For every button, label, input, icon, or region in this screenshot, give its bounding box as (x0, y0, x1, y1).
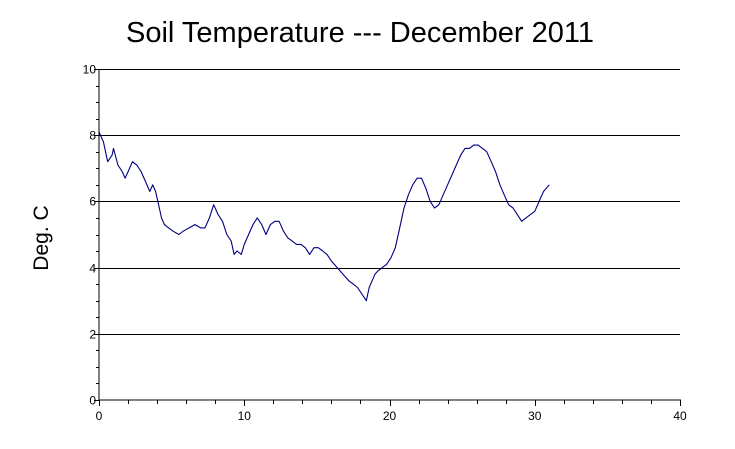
chart-title: Soil Temperature --- December 2011 (126, 17, 594, 49)
y-tick-label: 4 (89, 262, 96, 276)
gridlines (99, 69, 680, 335)
y-tick-label: 8 (89, 129, 96, 143)
y-axis-label: Deg. C (30, 205, 53, 270)
series-group (98, 131, 550, 302)
y-tick-label: 6 (89, 195, 96, 209)
y-tick-label: 10 (83, 63, 97, 77)
y-tick-label: 2 (89, 328, 96, 342)
y-tick-label: 0 (89, 394, 96, 408)
x-tick-label: 10 (238, 409, 252, 423)
x-tick-label: 30 (528, 409, 542, 423)
series-line-0 (98, 131, 550, 302)
x-tick-label: 0 (96, 409, 103, 423)
x-tick-label: 40 (673, 409, 687, 423)
axis-ticks (94, 69, 681, 406)
x-tick-label: 20 (383, 409, 397, 423)
tick-labels: 0 2 4 6 8 10 0 10 20 30 40 (83, 63, 687, 424)
